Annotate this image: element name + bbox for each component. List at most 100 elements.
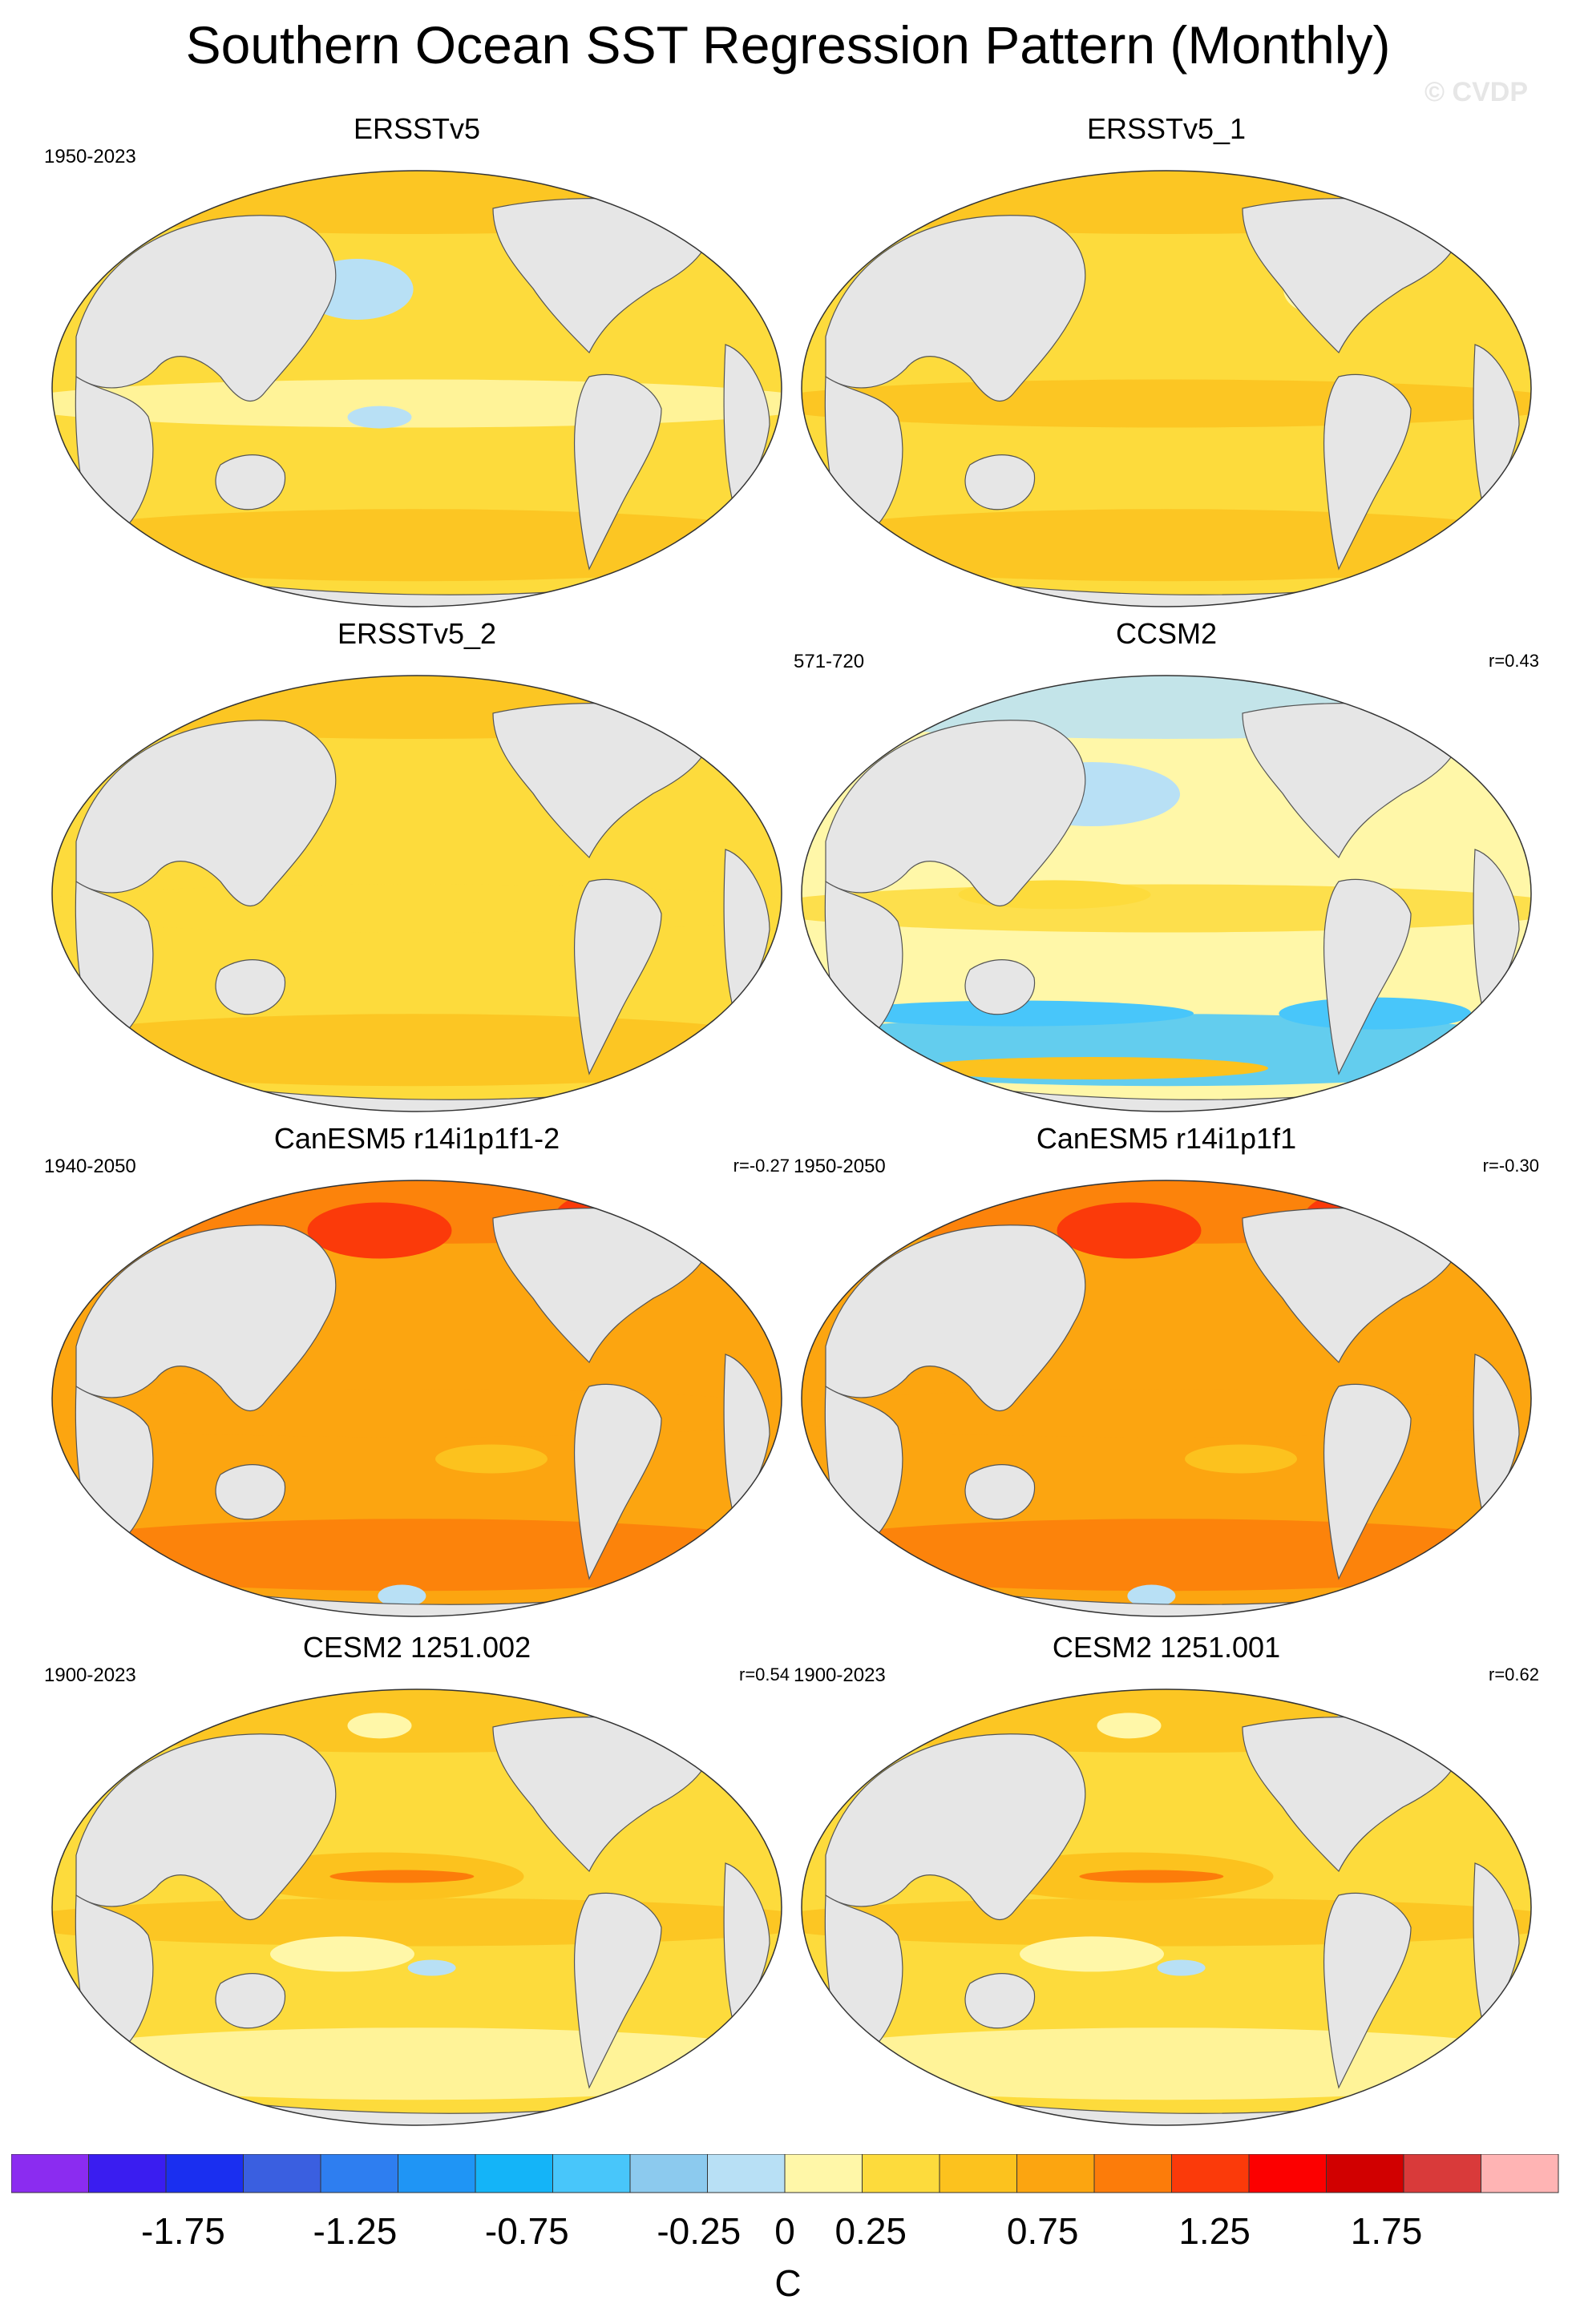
land-asia — [75, 1733, 337, 1921]
colorbar-swatch — [320, 2154, 398, 2193]
colorbar-tick-label: -0.75 — [485, 2210, 569, 2252]
land-australia — [215, 1973, 286, 2029]
anomaly-band — [802, 509, 1531, 582]
map-outline — [801, 1180, 1532, 1617]
anomaly-region — [270, 1936, 414, 1972]
colorbar-swatch — [88, 2154, 167, 2193]
map-outline — [801, 170, 1532, 607]
map-panel: CanESM5 r14i1p1f1 1950-2050 r=-0.30 — [794, 1122, 1539, 1619]
land-south-america — [574, 1892, 662, 2089]
watermark: © CVDP — [1424, 77, 1528, 107]
land-asia — [75, 720, 337, 907]
sst-map — [801, 1689, 1532, 2126]
land-south-america — [574, 878, 662, 1075]
anomaly-band — [802, 2027, 1531, 2100]
panel-years: 1940-2050 — [44, 1156, 136, 1177]
land-australia — [215, 959, 286, 1015]
map-outline — [51, 170, 782, 607]
anomaly-region — [915, 1057, 1268, 1079]
colorbar-swatch — [629, 2154, 708, 2193]
anomaly-band — [802, 379, 1531, 428]
anomaly-region — [378, 1584, 426, 1608]
panel-title: CESM2 1251.001 — [1052, 1631, 1281, 1664]
colorbar-tick-label: 0.75 — [1007, 2210, 1079, 2252]
sst-map — [51, 675, 782, 1112]
map-panel: CanESM5 r14i1p1f1-2 1940-2050 r=-0.27 — [44, 1122, 790, 1619]
anomaly-region — [176, 1180, 240, 1186]
land-australia — [964, 454, 1036, 510]
anomaly-band — [52, 1689, 782, 1753]
anomaly-band — [52, 884, 782, 933]
anomaly-band — [52, 509, 782, 582]
colorbar-swatch — [862, 2154, 940, 2193]
panel-title: ERSSTv5_1 — [1086, 112, 1247, 145]
land-south-america — [574, 1383, 662, 1580]
land-asia — [75, 215, 337, 402]
sst-map — [51, 170, 782, 607]
land-asia — [825, 215, 1086, 402]
anomaly-region — [347, 1713, 412, 1739]
anomaly-band — [52, 379, 782, 428]
figure-title: Southern Ocean SST Regression Pattern (M… — [185, 15, 1391, 75]
anomaly-band — [52, 1898, 782, 1947]
anomaly-band — [52, 1519, 782, 1592]
anomaly-region — [1127, 1584, 1176, 1608]
anomaly-region — [347, 405, 412, 429]
anomaly-region — [1351, 1180, 1400, 1200]
anomaly-region — [435, 1444, 548, 1474]
anomaly-band — [802, 1519, 1531, 1592]
anomaly-region — [1097, 1713, 1162, 1739]
land-australia — [964, 959, 1036, 1015]
colorbar-unit-label: C — [774, 2262, 802, 2304]
panel-title: CESM2 1251.002 — [302, 1631, 531, 1664]
map-panel: ERSSTv5 1950-2023 — [44, 112, 790, 609]
colorbar-swatch — [11, 2154, 89, 2193]
land-south-america — [574, 373, 662, 571]
panel-years: 1900-2023 — [794, 1664, 886, 1686]
anomaly-region — [925, 1180, 990, 1186]
colorbar-swatch — [1093, 2154, 1172, 2193]
land-asia — [825, 1733, 1086, 1921]
sst-map — [51, 1689, 782, 2126]
map-panel: ERSSTv5_1 — [794, 112, 1539, 609]
anomaly-band — [802, 1898, 1531, 1947]
anomaly-region — [329, 1870, 475, 1883]
panel-correlation: r=-0.27 — [733, 1156, 790, 1176]
sst-map — [801, 675, 1532, 1112]
colorbar-swatch — [243, 2154, 321, 2193]
map-panel: CESM2 1251.002 1900-2023 r=0.54 — [44, 1631, 790, 2128]
anomaly-region — [1279, 997, 1472, 1030]
sst-map — [51, 1180, 782, 1617]
colorbar-swatch — [1326, 2154, 1404, 2193]
panel-title: CanESM5 r14i1p1f1 — [1036, 1122, 1297, 1155]
map-outline — [51, 1689, 782, 2126]
anomaly-band — [802, 676, 1531, 739]
colorbar-swatch — [398, 2154, 476, 2193]
map-outline — [51, 675, 782, 1112]
panel-title: ERSSTv5 — [353, 112, 481, 145]
anomaly-region — [1079, 1870, 1224, 1883]
anomaly-region — [407, 1959, 456, 1976]
land-south-america — [1323, 373, 1412, 571]
land-asia — [825, 1225, 1086, 1412]
colorbar: -1.75 -1.25 -0.75 -0.25 0 0.25 0.75 1.25 1.75 — [11, 2154, 1559, 2252]
colorbar-swatch — [1171, 2154, 1250, 2193]
anomaly-region — [1020, 1936, 1164, 1972]
land-australia — [964, 1973, 1036, 2029]
anomaly-region — [1057, 1202, 1202, 1259]
colorbar-swatch — [1248, 2154, 1327, 2193]
sst-map — [801, 1180, 1532, 1617]
panel-years: 571-720 — [794, 651, 865, 672]
colorbar-tick-label: -0.25 — [657, 2210, 741, 2252]
land-asia — [75, 1225, 337, 1412]
map-panel: ERSSTv5_2 — [44, 617, 790, 1114]
colorbar-tick-label: 0.25 — [834, 2210, 907, 2252]
anomaly-region — [841, 1000, 1194, 1027]
map-outline — [801, 675, 1532, 1112]
colorbar-swatch — [475, 2154, 553, 2193]
colorbar-tick-label: -1.75 — [141, 2210, 225, 2252]
colorbar-tick-label: 1.75 — [1351, 2210, 1423, 2252]
anomaly-region — [1185, 1444, 1297, 1474]
anomaly-band — [802, 1389, 1531, 1438]
sst-map — [801, 170, 1532, 607]
